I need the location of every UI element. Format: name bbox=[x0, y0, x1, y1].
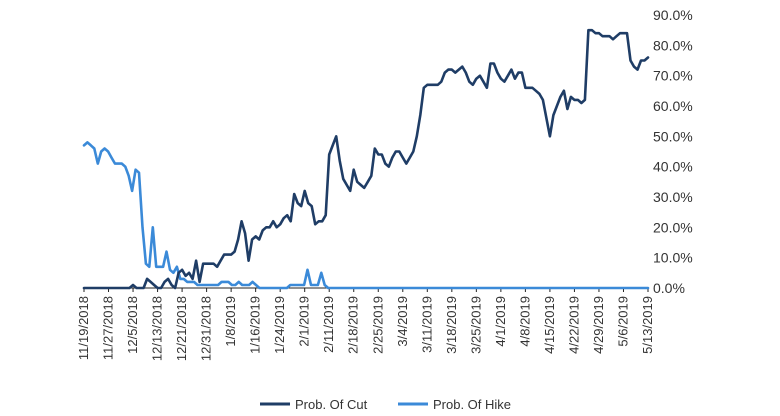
y-tick-label: 30.0% bbox=[653, 189, 693, 205]
x-tick-label: 11/27/2018 bbox=[101, 296, 116, 360]
legend-label-prob-of-hike: Prob. Of Hike bbox=[433, 397, 511, 412]
series-line-prob-of-hike bbox=[82, 141, 650, 290]
legend: Prob. Of Cut Prob. Of Hike bbox=[260, 397, 511, 412]
y-tick-label: 20.0% bbox=[653, 219, 693, 235]
y-tick-label: 80.0% bbox=[653, 37, 693, 53]
x-tick-label: 3/18/2019 bbox=[444, 296, 459, 354]
x-tick-label: 4/22/2019 bbox=[566, 296, 581, 354]
y-tick-label: 10.0% bbox=[653, 250, 693, 266]
x-tick-label: 4/1/2019 bbox=[493, 296, 508, 347]
x-tick-label: 2/18/2019 bbox=[346, 296, 361, 354]
y-tick-label: 70.0% bbox=[653, 68, 693, 84]
x-tick-label: 1/24/2019 bbox=[272, 296, 287, 354]
x-tick-label: 11/19/2018 bbox=[76, 296, 91, 360]
x-tick-label: 12/31/2018 bbox=[199, 296, 214, 361]
x-tick-label: 5/13/2019 bbox=[640, 296, 655, 354]
series-lines bbox=[82, 28, 650, 290]
x-tick-label: 5/6/2019 bbox=[615, 296, 630, 347]
x-tick-label: 3/11/2019 bbox=[419, 296, 434, 353]
x-tick-label: 4/15/2019 bbox=[542, 296, 557, 354]
y-tick-label: 0.0% bbox=[653, 280, 685, 296]
legend-label-prob-of-cut: Prob. Of Cut bbox=[295, 397, 368, 412]
x-tick-label: 2/1/2019 bbox=[297, 296, 312, 347]
x-tick-label: 1/8/2019 bbox=[223, 296, 238, 347]
x-tick-label: 3/4/2019 bbox=[395, 296, 410, 347]
x-tick-label: 4/8/2019 bbox=[517, 296, 532, 347]
y-tick-label: 60.0% bbox=[653, 98, 693, 114]
y-tick-label: 40.0% bbox=[653, 159, 693, 175]
x-tick-label: 12/21/2018 bbox=[174, 296, 189, 361]
x-tick-label: 1/16/2019 bbox=[248, 296, 263, 354]
x-axis-tick-labels: 11/19/2018 11/27/2018 12/5/2018 12/13/2018 1… bbox=[76, 296, 655, 361]
x-tick-label: 12/5/2018 bbox=[125, 296, 140, 354]
x-tick-label: 2/11/2019 bbox=[321, 296, 336, 353]
x-tick-label: 4/29/2019 bbox=[591, 296, 606, 354]
series-line-prob-of-cut bbox=[82, 28, 650, 290]
x-tick-label: 3/25/2019 bbox=[468, 296, 483, 354]
y-axis-tick-labels: 0.0% 10.0% 20.0% 30.0% 40.0% 50.0% 60.0% 70.0% 8… bbox=[653, 7, 693, 296]
x-tick-label: 12/13/2018 bbox=[150, 296, 165, 361]
y-tick-label: 90.0% bbox=[653, 7, 693, 23]
x-tick-label: 2/25/2019 bbox=[370, 296, 385, 354]
y-tick-label: 50.0% bbox=[653, 128, 693, 144]
